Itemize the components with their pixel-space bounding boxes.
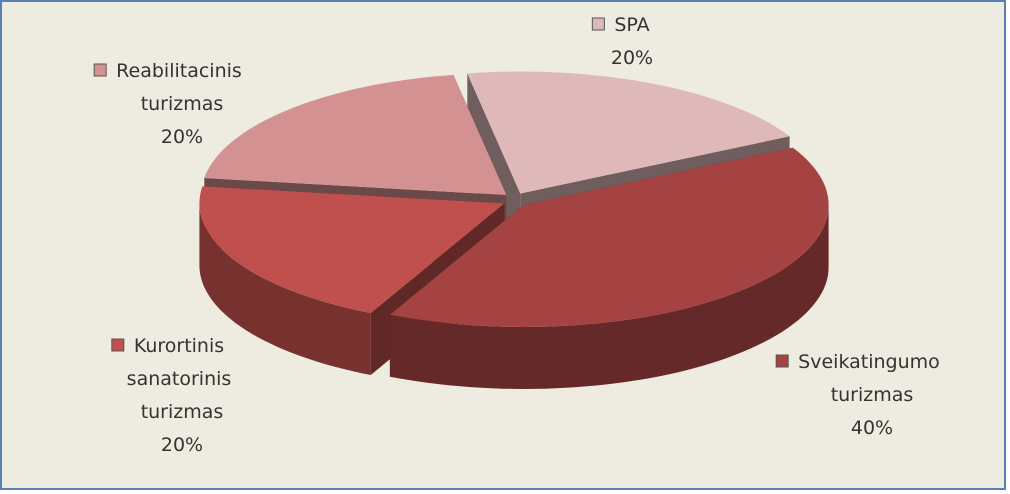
value-label: 40% [851, 417, 893, 439]
slice-top [389, 147, 829, 327]
data-label: Sveikatingumo turizmas [798, 351, 946, 406]
value-label: 20% [611, 47, 653, 69]
pie-slice [389, 147, 829, 389]
data-label: Reabilitacinis turizmas [116, 60, 248, 115]
slice-top [467, 71, 790, 194]
legend-swatch [111, 338, 125, 352]
slice-side [199, 203, 371, 375]
legend-swatch [93, 63, 107, 77]
slice-top [204, 74, 507, 195]
value-label: 20% [161, 434, 203, 456]
legend-swatch [591, 17, 605, 31]
data-label: Kurortinis sanatorinis turizmas [127, 335, 238, 423]
slice-side [389, 205, 829, 389]
data-label: SPA [614, 14, 649, 36]
slice-wall [467, 73, 521, 256]
legend-swatch [775, 354, 789, 368]
slice-top [199, 186, 505, 313]
value-label: 20% [161, 126, 203, 148]
